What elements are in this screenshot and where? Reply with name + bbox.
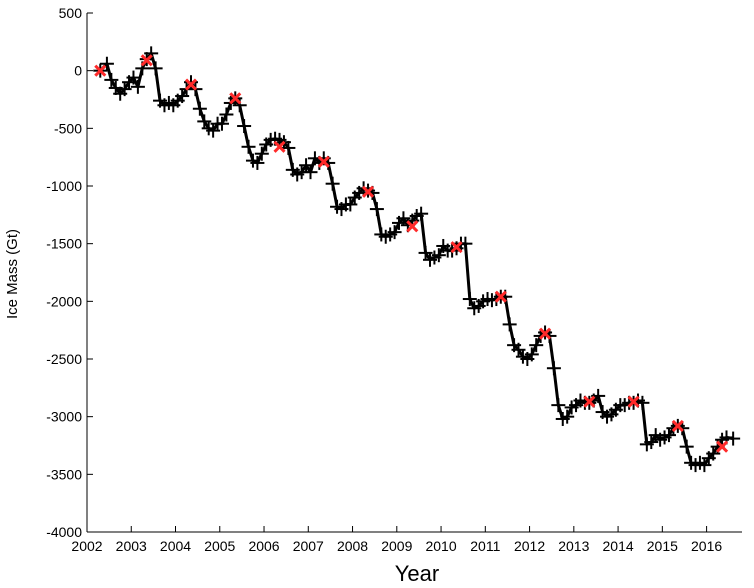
y-tick-label: -1500 xyxy=(46,236,82,252)
x-tick-label: 2010 xyxy=(425,538,456,554)
y-tick-label: -1000 xyxy=(46,178,82,194)
data-point xyxy=(237,119,252,134)
x-axis-label: Year xyxy=(395,561,439,586)
y-tick-label: -3500 xyxy=(46,466,82,482)
data-point xyxy=(192,101,207,116)
x-tick-label: 2008 xyxy=(337,538,368,554)
data-point xyxy=(325,176,340,191)
data-point xyxy=(529,338,544,353)
x-tick-label: 2004 xyxy=(160,538,191,554)
x-tick-label: 2016 xyxy=(691,538,722,554)
data-point xyxy=(524,347,539,362)
x-tick-label: 2014 xyxy=(603,538,634,554)
data-point xyxy=(254,146,269,161)
x-tick-label: 2005 xyxy=(204,538,235,554)
x-tick-label: 2011 xyxy=(470,538,500,554)
y-axis-label: Ice Mass (Gt) xyxy=(4,229,21,319)
x-tick-label: 2002 xyxy=(71,538,102,554)
x-tick-label: 2007 xyxy=(293,538,324,554)
x-tick-label: 2006 xyxy=(248,538,279,554)
x-tick-label: 2015 xyxy=(647,538,678,554)
data-point xyxy=(130,79,145,94)
data-point xyxy=(502,317,517,332)
annual-marker xyxy=(583,395,596,408)
plot-area xyxy=(93,46,741,473)
data-point xyxy=(250,155,265,170)
annual-marker xyxy=(94,64,107,77)
data-point xyxy=(303,165,318,180)
x-tick-label: 2009 xyxy=(381,538,412,554)
data-point xyxy=(546,361,561,376)
annual-marker xyxy=(671,419,684,432)
data-point xyxy=(232,98,247,113)
data-point xyxy=(214,116,229,131)
data-point xyxy=(551,398,566,413)
x-tick-label: 2013 xyxy=(558,538,589,554)
data-point xyxy=(241,139,256,154)
data-point xyxy=(679,439,694,454)
data-point xyxy=(462,292,477,307)
data-point xyxy=(431,248,446,263)
data-point xyxy=(369,202,384,217)
annual-marker xyxy=(317,155,330,168)
x-tick-label: 2003 xyxy=(116,538,147,554)
annual-marker xyxy=(184,78,198,91)
annual-marker xyxy=(494,290,507,303)
y-tick-label: -500 xyxy=(54,120,82,136)
annual-marker xyxy=(361,185,375,198)
data-point xyxy=(126,70,141,85)
data-point xyxy=(144,46,159,61)
data-point xyxy=(281,140,296,155)
y-tick-label: -2000 xyxy=(46,293,82,309)
data-point xyxy=(635,395,650,410)
y-tick-label: 0 xyxy=(74,63,82,79)
data-point xyxy=(219,107,234,122)
data-point xyxy=(560,409,575,424)
axes: 500 0 -500 -1000 -1500 -2000 -2500 -3000 -3500 -4… xyxy=(46,5,742,554)
annual-marker xyxy=(406,220,419,233)
annual-marker xyxy=(716,440,729,453)
data-point xyxy=(99,56,114,71)
annual-marker xyxy=(450,241,463,254)
x-tick-label: 2012 xyxy=(514,538,545,554)
data-point xyxy=(414,206,429,221)
annual-marker xyxy=(273,140,286,153)
data-point xyxy=(387,225,402,240)
annual-marker xyxy=(229,92,242,105)
data-point xyxy=(726,431,741,446)
y-tick-label: -3000 xyxy=(46,409,82,425)
y-tick-label: 500 xyxy=(59,5,83,21)
annual-marker xyxy=(538,327,552,340)
data-point xyxy=(104,72,119,87)
y-tick-label: -2500 xyxy=(46,351,82,367)
annual-marker xyxy=(140,54,153,67)
annual-marker xyxy=(627,395,640,408)
y-tick-label: -4000 xyxy=(46,524,82,540)
data-point xyxy=(148,61,163,76)
